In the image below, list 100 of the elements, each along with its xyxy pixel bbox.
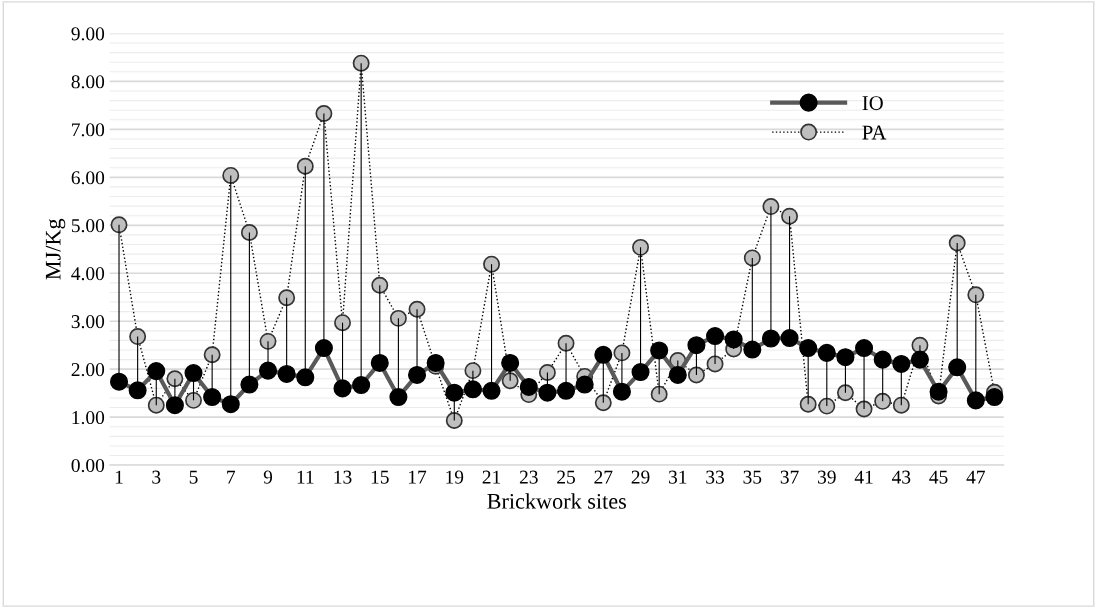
x-tick-label: 25 xyxy=(557,470,575,484)
point xyxy=(371,276,389,294)
x-tick-label: 9 xyxy=(263,470,273,484)
x-tick-label: 27 xyxy=(594,470,613,484)
point xyxy=(501,353,520,372)
point xyxy=(594,394,612,412)
point xyxy=(668,365,687,384)
point xyxy=(910,350,929,369)
point xyxy=(687,366,705,384)
point xyxy=(538,364,556,382)
point xyxy=(389,309,407,327)
x-tick-label: 7 xyxy=(227,470,236,484)
point xyxy=(724,330,743,349)
legend-label: IO xyxy=(862,96,883,111)
point xyxy=(855,400,873,418)
x-tick-label: 45 xyxy=(929,470,948,484)
point xyxy=(929,382,948,401)
point xyxy=(222,166,240,184)
point xyxy=(817,343,836,362)
point xyxy=(818,397,836,415)
point xyxy=(165,396,184,415)
point xyxy=(185,391,202,409)
x-tick-label: 5 xyxy=(189,470,198,484)
y-axis-title: MJ/Kg xyxy=(45,218,66,280)
point xyxy=(874,392,892,410)
x-tick-label: 47 xyxy=(966,470,985,484)
point xyxy=(501,372,519,390)
point xyxy=(258,361,278,380)
point xyxy=(203,346,221,364)
point xyxy=(892,354,911,373)
y-tick-label: 4.00 xyxy=(71,267,105,281)
x-tick-label: 11 xyxy=(297,470,314,484)
point xyxy=(389,387,408,407)
point xyxy=(706,355,724,373)
point xyxy=(240,224,258,241)
point xyxy=(240,375,259,394)
point xyxy=(594,345,613,364)
point xyxy=(799,339,818,358)
x-tick-label: 3 xyxy=(152,470,161,484)
point xyxy=(483,255,501,273)
point xyxy=(109,372,129,391)
point xyxy=(985,387,1004,407)
point xyxy=(352,375,371,395)
point xyxy=(557,334,575,352)
point xyxy=(370,353,389,372)
x-tick-label: 39 xyxy=(818,470,836,484)
point xyxy=(948,234,966,252)
point xyxy=(147,362,166,381)
x-tick-label: 29 xyxy=(631,470,650,484)
point xyxy=(519,377,538,396)
point xyxy=(612,382,631,401)
x-tick-label: 23 xyxy=(519,470,538,484)
point xyxy=(296,368,315,387)
point xyxy=(967,286,985,304)
point xyxy=(278,289,296,307)
legend-label: PA xyxy=(862,125,887,140)
x-tick-label: 1 xyxy=(115,470,123,484)
point xyxy=(426,353,445,372)
point xyxy=(892,396,910,414)
y-tick-label: 3.00 xyxy=(71,315,105,329)
point xyxy=(557,381,576,400)
x-tick-label: 37 xyxy=(780,470,799,484)
point xyxy=(781,207,799,225)
point xyxy=(129,328,147,346)
point xyxy=(836,384,854,402)
point xyxy=(203,387,222,407)
point xyxy=(799,395,817,413)
x-axis-title: Brickwork sites xyxy=(487,493,626,509)
point xyxy=(296,157,314,175)
x-tick-label: 13 xyxy=(334,470,352,484)
y-tick-label: 1.00 xyxy=(72,410,105,425)
point xyxy=(743,340,762,359)
point xyxy=(408,300,426,318)
point xyxy=(221,395,240,414)
point xyxy=(650,341,669,360)
x-tick-label: 43 xyxy=(891,470,911,484)
x-tick-label: 33 xyxy=(706,470,725,484)
x-tick-label: 17 xyxy=(409,470,427,484)
point xyxy=(463,380,482,399)
point xyxy=(761,329,780,348)
point xyxy=(855,339,874,358)
point xyxy=(277,364,296,384)
point xyxy=(706,327,725,346)
point xyxy=(613,344,631,362)
point xyxy=(259,332,277,350)
point xyxy=(315,105,333,123)
point xyxy=(147,396,165,414)
y-tick-label: 5.00 xyxy=(71,219,105,233)
x-tick-label: 19 xyxy=(446,470,464,484)
x-tick-label: 31 xyxy=(669,470,687,484)
point xyxy=(836,348,855,367)
y-tick-label: 7.00 xyxy=(72,123,105,137)
point xyxy=(333,379,352,398)
point xyxy=(948,358,967,377)
point xyxy=(314,339,333,358)
point xyxy=(184,363,203,383)
point xyxy=(128,381,147,400)
point xyxy=(780,328,799,348)
point xyxy=(408,365,427,384)
y-tick-label: 2.00 xyxy=(71,363,105,377)
